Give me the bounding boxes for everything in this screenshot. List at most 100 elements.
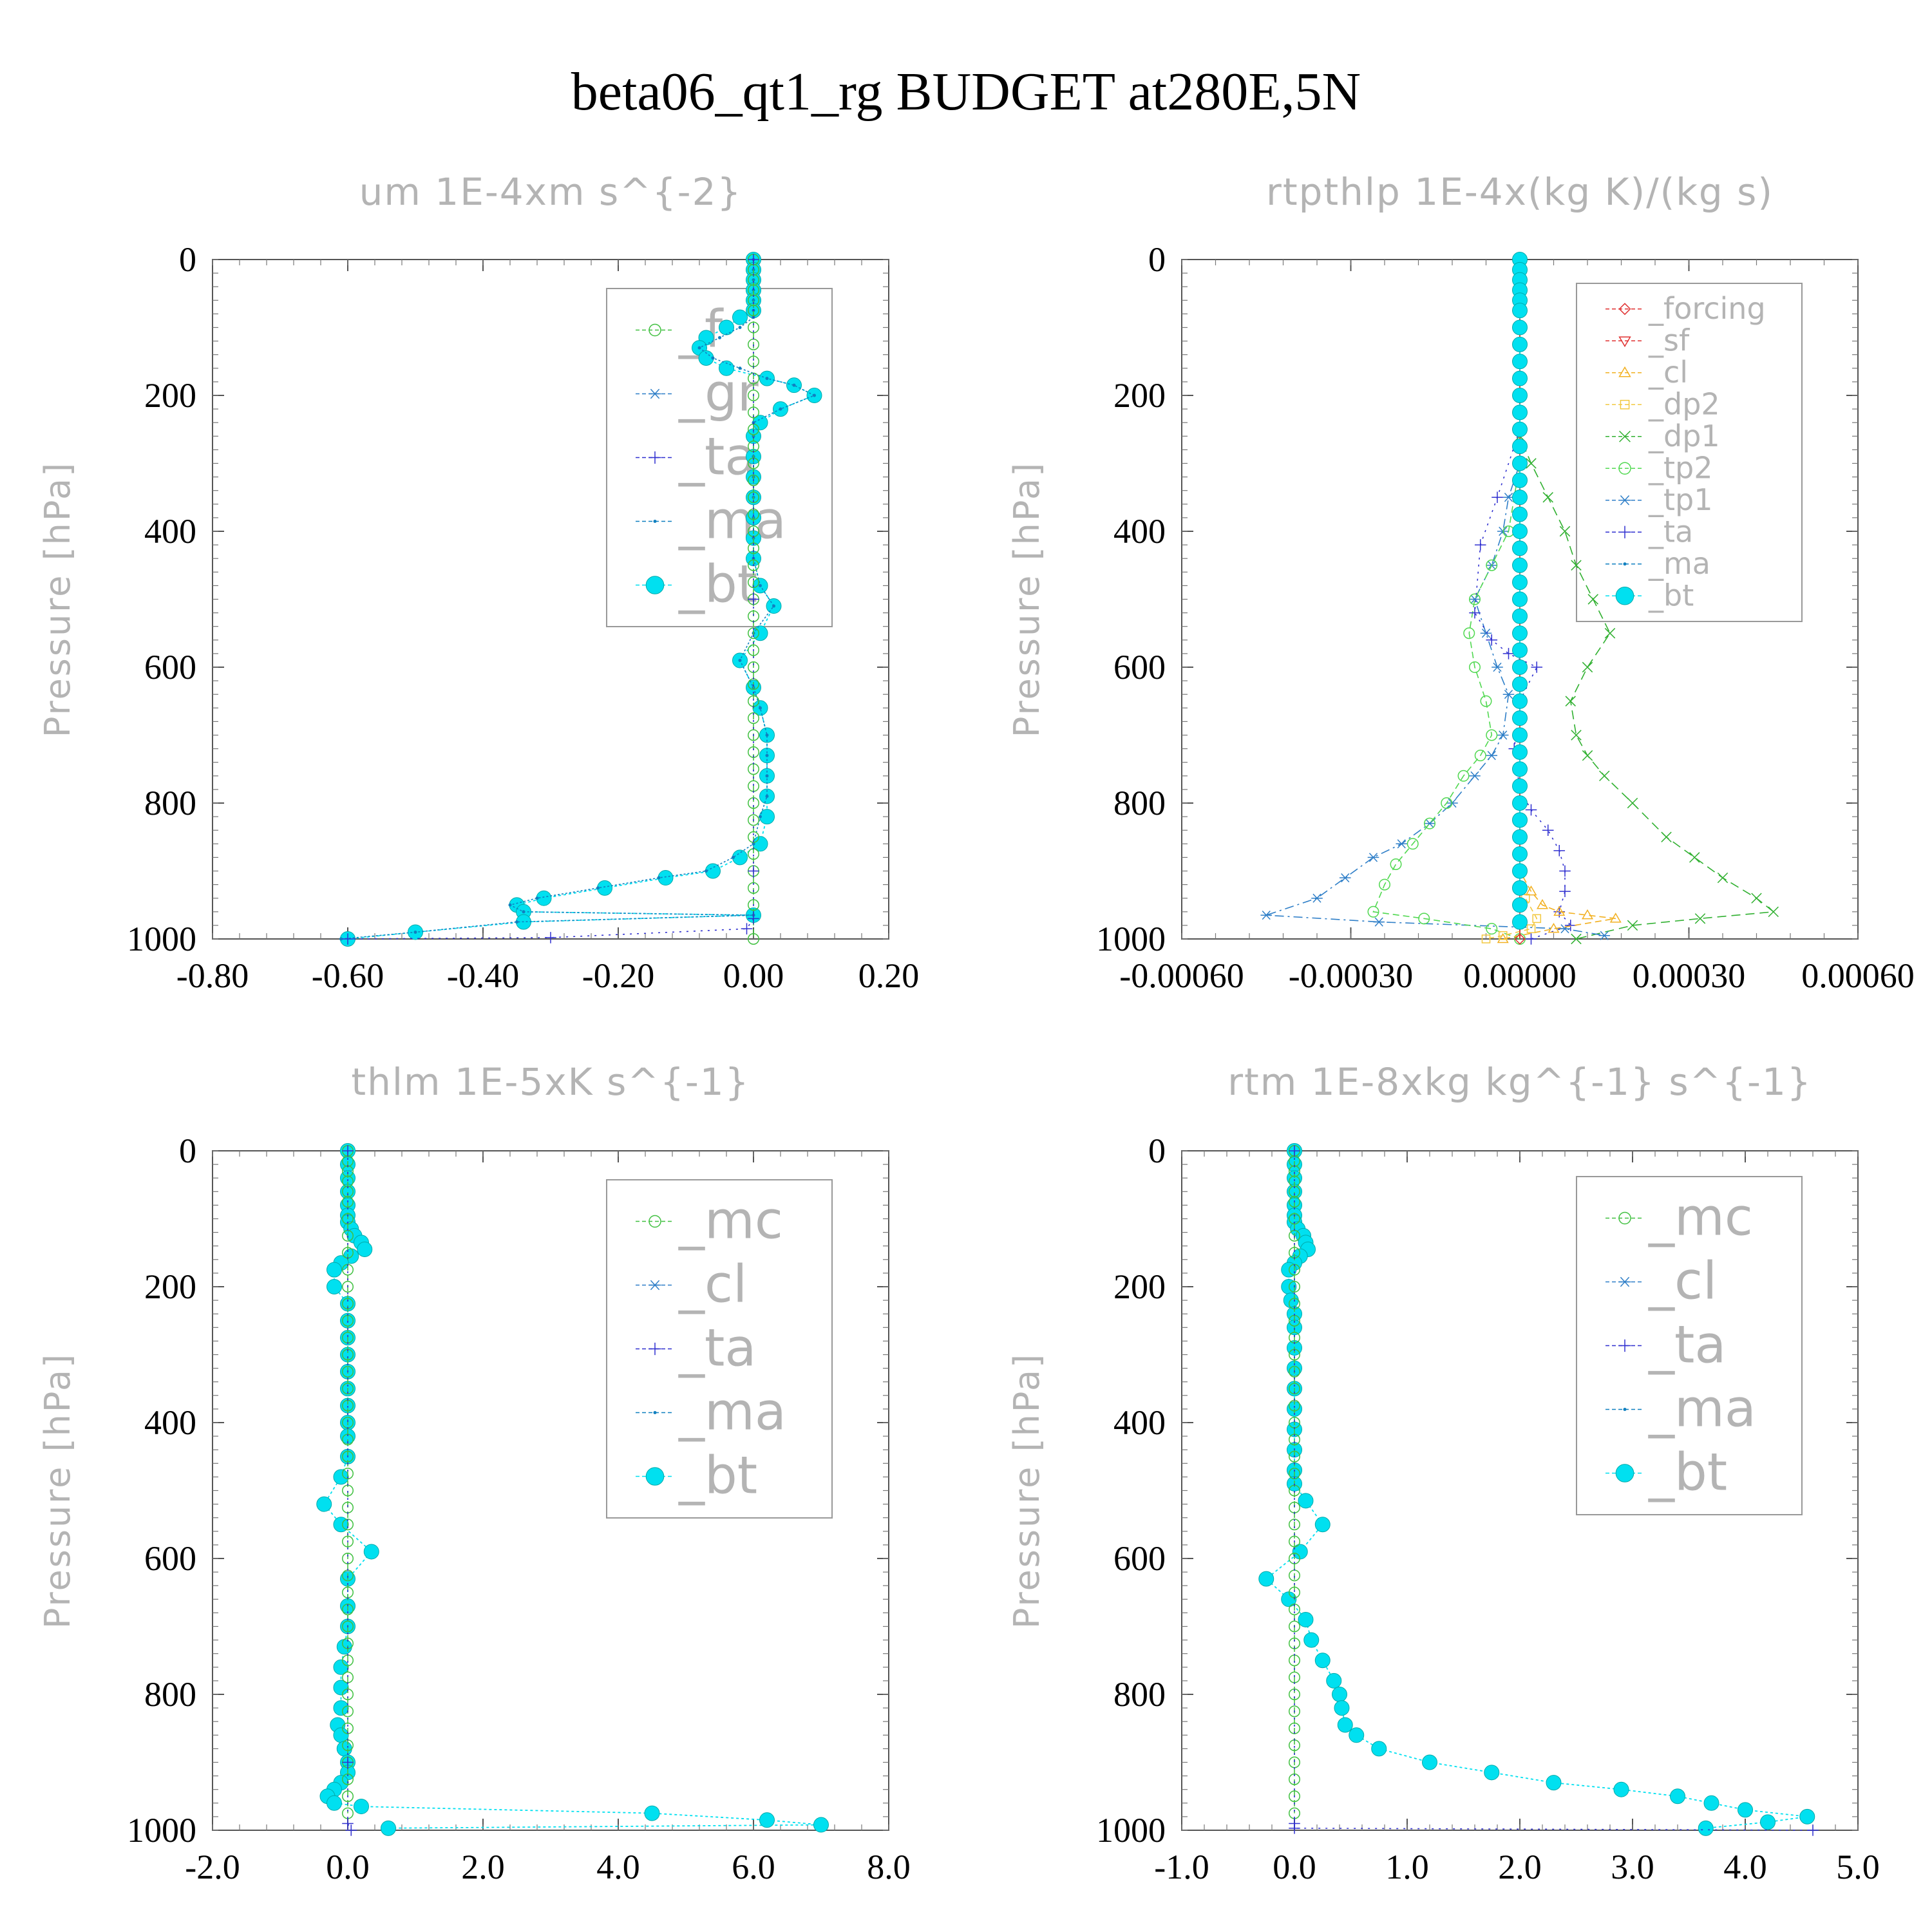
data-point (1480, 629, 1492, 638)
legend-marker (1618, 526, 1631, 538)
data-point (342, 1773, 354, 1785)
y-tick-label: 200 (144, 376, 196, 415)
legend-marker (1623, 1408, 1627, 1411)
data-point (1512, 846, 1528, 862)
y-axis-label: Pressure [hPa] (1007, 461, 1047, 737)
data-point (1289, 1365, 1300, 1378)
data-point (748, 576, 759, 589)
data-point (738, 658, 742, 662)
data-point (1457, 770, 1470, 782)
legend-marker (649, 1215, 661, 1228)
data-point (748, 882, 759, 894)
legend: _mc_cl_ta_ma_bt (606, 1179, 833, 1519)
data-point (1481, 934, 1491, 943)
data-point (1542, 492, 1553, 503)
legend-label: _forcing (1648, 291, 1766, 326)
data-point (748, 746, 759, 758)
data-point (1314, 1517, 1331, 1533)
data-point (1532, 914, 1542, 923)
legend-marker (1615, 1464, 1634, 1482)
data-point (765, 377, 769, 381)
x-tick-label: 0.00000 (1463, 956, 1577, 995)
data-point (752, 288, 755, 292)
series-bt (1512, 252, 1528, 930)
x-tick-label: -0.40 (447, 956, 519, 995)
y-axis-label: Pressure [hPa] (37, 1352, 78, 1629)
legend-label: _bt (1648, 578, 1694, 612)
data-point (515, 920, 518, 924)
legend-marker (645, 576, 665, 594)
data-point (1661, 831, 1672, 842)
data-point (1512, 506, 1528, 522)
y-tick-label: 400 (1113, 512, 1166, 551)
data-point (596, 886, 600, 890)
y-tick-label: 800 (1113, 1675, 1166, 1714)
legend-label: _cl (1648, 355, 1688, 390)
legend-marker (645, 1467, 665, 1486)
series-line (1519, 260, 1775, 940)
x-tick-label: 5.0 (1836, 1848, 1880, 1886)
data-point (748, 254, 759, 265)
data-point (765, 774, 769, 778)
data-point (342, 1213, 354, 1225)
data-point (1289, 1790, 1300, 1803)
legend-marker (653, 520, 657, 523)
data-point (759, 1812, 775, 1828)
x-tick-label: 4.0 (596, 1848, 640, 1886)
data-point (1512, 591, 1528, 607)
data-point (1367, 853, 1379, 862)
legend-marker (1618, 1211, 1631, 1225)
data-point (748, 865, 759, 877)
data-point (1480, 695, 1492, 707)
data-point (522, 910, 526, 914)
legend-label: _bt (678, 1446, 757, 1506)
data-point (1486, 559, 1498, 571)
series-line (1372, 260, 1520, 940)
x-tick-label: 8.0 (867, 1848, 911, 1886)
data-point (1326, 1672, 1342, 1689)
data-point (1559, 526, 1571, 537)
data-point (711, 356, 715, 360)
y-tick-label: 800 (144, 784, 196, 822)
data-point (342, 1620, 354, 1633)
y-tick-label: 400 (1113, 1403, 1166, 1442)
data-point (381, 1820, 396, 1836)
legend-label: _dp1 (1648, 419, 1720, 453)
data-point (1559, 886, 1571, 897)
series-line (1486, 260, 1538, 940)
data-point (1289, 1604, 1300, 1616)
data-point (1512, 455, 1528, 471)
series-dp2 (1481, 255, 1542, 943)
data-point (1512, 863, 1528, 879)
data-point (1587, 594, 1598, 605)
data-point (718, 336, 721, 339)
data-point (732, 309, 748, 325)
data-point (1559, 865, 1571, 877)
data-point (535, 896, 539, 900)
y-tick-label: 800 (1113, 784, 1166, 822)
x-tick-label: 4.0 (1723, 1848, 1767, 1886)
data-point (1512, 336, 1528, 352)
data-point (357, 1241, 373, 1257)
panel-1: um 1E-4xm s^{-2} Pressure [hPa] 0 200 400 600… (37, 170, 919, 995)
data-point (1609, 913, 1622, 923)
data-point (1807, 1824, 1819, 1836)
data-point (1571, 730, 1582, 741)
data-point (1512, 303, 1528, 319)
y-tick-label: 0 (1148, 1132, 1166, 1170)
data-point (1260, 910, 1273, 920)
y-tick-label: 0 (179, 240, 196, 279)
data-point (342, 1365, 354, 1378)
data-point (748, 491, 759, 504)
data-point (1512, 676, 1528, 692)
data-point (342, 1468, 354, 1480)
data-point (1289, 1705, 1300, 1718)
data-point (1492, 662, 1503, 672)
data-point (644, 1805, 660, 1821)
data-point (1512, 659, 1528, 675)
data-point (1694, 913, 1706, 924)
legend-box (1576, 283, 1803, 622)
data-point (1613, 1781, 1629, 1797)
x-tick-label: 3.0 (1611, 1848, 1654, 1886)
